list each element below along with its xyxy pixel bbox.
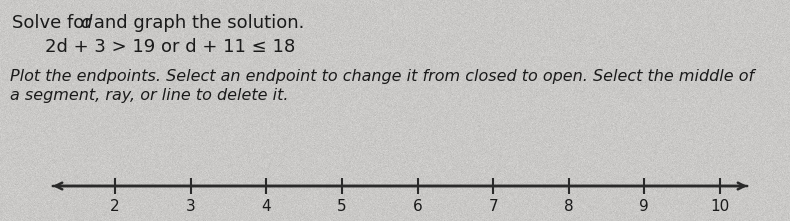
Text: 9: 9 — [639, 199, 649, 214]
Text: Solve for: Solve for — [12, 14, 97, 32]
Text: 3: 3 — [186, 199, 195, 214]
Text: and graph the solution.: and graph the solution. — [88, 14, 304, 32]
Text: a segment, ray, or line to delete it.: a segment, ray, or line to delete it. — [10, 88, 288, 103]
Text: 5: 5 — [337, 199, 347, 214]
Text: 8: 8 — [564, 199, 574, 214]
Text: 7: 7 — [488, 199, 498, 214]
Text: 2d + 3 > 19 or d + 11 ≤ 18: 2d + 3 > 19 or d + 11 ≤ 18 — [45, 38, 295, 56]
Text: 2: 2 — [110, 199, 120, 214]
Text: d: d — [80, 14, 92, 32]
Text: 10: 10 — [710, 199, 730, 214]
Text: 6: 6 — [412, 199, 423, 214]
Text: Plot the endpoints. Select an endpoint to change it from closed to open. Select : Plot the endpoints. Select an endpoint t… — [10, 69, 754, 84]
Text: 4: 4 — [261, 199, 271, 214]
